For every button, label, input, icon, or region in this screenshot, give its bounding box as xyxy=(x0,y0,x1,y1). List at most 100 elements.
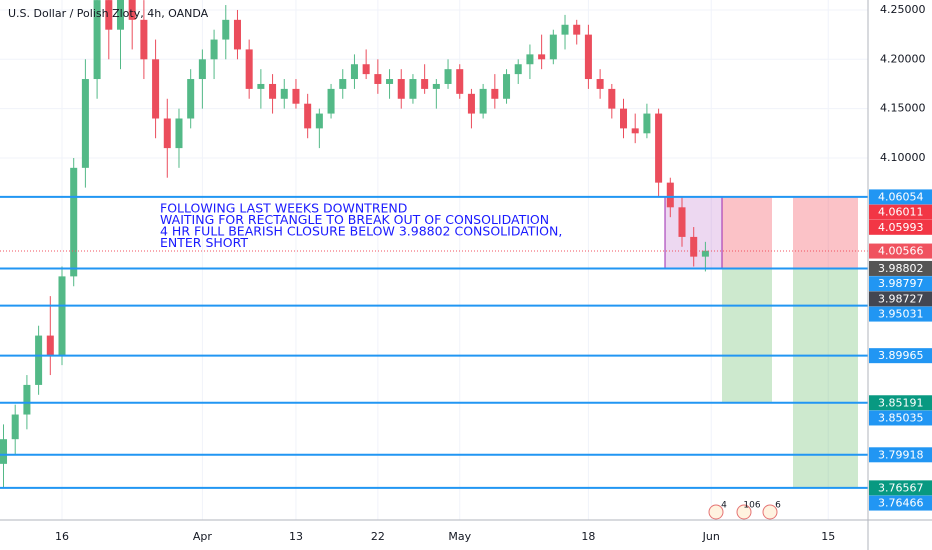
price-label-bg xyxy=(869,276,932,292)
axis: 4.25000 4.20000 4.15000 4.10000 16 Apr 13 22 May… xyxy=(55,3,932,543)
candle-body xyxy=(152,59,160,119)
candle-body xyxy=(409,79,417,99)
candle-body xyxy=(538,54,546,60)
candle-body xyxy=(70,167,78,277)
candle-body xyxy=(233,19,241,50)
candle-body xyxy=(655,113,663,183)
candle-body xyxy=(467,93,475,114)
x-tick-label: Apr xyxy=(193,530,213,543)
y-tick-label: 4.15000 xyxy=(880,102,926,115)
price-label: 3.89965 xyxy=(878,349,924,362)
candle-body xyxy=(456,69,464,94)
annotation-line: WAITING FOR RECTANGLE TO BREAK OUT OF CO… xyxy=(160,212,549,227)
candle-body xyxy=(187,79,195,119)
price-label: 3.76466 xyxy=(878,497,924,510)
x-tick-label: 18 xyxy=(581,530,595,543)
candle-body xyxy=(701,250,709,257)
candle-body xyxy=(269,83,277,99)
candle-body xyxy=(210,39,218,60)
event-badge xyxy=(762,504,778,520)
candle-body xyxy=(526,54,534,65)
annotation-line: 4 HR FULL BEARISH CLOSURE BELOW 3.98802 … xyxy=(160,224,562,239)
price-label-bg xyxy=(869,260,932,276)
candle-body xyxy=(315,113,323,129)
price-label: 3.98797 xyxy=(878,277,924,290)
candle-body xyxy=(163,118,171,149)
candle-body xyxy=(222,19,230,40)
candle-body xyxy=(386,79,394,84)
event-badge xyxy=(708,504,724,520)
candle-body xyxy=(46,335,54,356)
candle-body xyxy=(245,49,253,89)
candle-body xyxy=(128,0,136,20)
candle-body xyxy=(81,79,89,168)
candle-body xyxy=(643,113,651,134)
candle-body xyxy=(444,69,452,84)
candle-body xyxy=(116,0,125,30)
price-label-bg xyxy=(869,204,932,220)
y-tick-label: 4.10000 xyxy=(880,151,926,164)
candle-body xyxy=(619,108,628,129)
x-tick-label: 15 xyxy=(821,530,835,543)
price-label: 4.05993 xyxy=(878,221,924,234)
price-label: 4.06054 xyxy=(878,190,924,203)
candle-body xyxy=(514,64,522,75)
candle-body xyxy=(11,414,19,440)
event-badge-count: 106 xyxy=(743,501,760,511)
y-tick-label: 4.25000 xyxy=(880,3,926,16)
candle-body xyxy=(257,83,265,89)
candle-body xyxy=(608,88,616,109)
candle-body xyxy=(362,64,370,75)
candle-body xyxy=(105,0,113,30)
price-label: 3.79918 xyxy=(878,448,924,461)
candle-body xyxy=(573,24,581,35)
price-label: 4.06011 xyxy=(878,206,924,219)
candle-body xyxy=(491,88,499,99)
price-label-bg xyxy=(869,348,932,364)
price-label: 3.98727 xyxy=(878,292,924,305)
price-label-bg xyxy=(869,306,932,322)
candle-body xyxy=(561,24,569,35)
candle-body xyxy=(479,88,487,114)
price-label: 3.85191 xyxy=(878,396,924,409)
annotation-line: FOLLOWING LAST WEEKS DOWNTREND xyxy=(160,201,407,216)
candle-body xyxy=(350,64,358,80)
candle-body xyxy=(432,83,440,89)
price-label: 3.95031 xyxy=(878,308,924,321)
target-zone xyxy=(722,268,772,403)
candle-body xyxy=(140,19,148,60)
price-label-bg xyxy=(869,410,932,426)
candle-body xyxy=(339,79,347,89)
candle-body xyxy=(93,0,101,80)
chart-title: U.S. Dollar / Polish Zloty, 4h, OANDA xyxy=(8,7,209,20)
plot-area xyxy=(0,0,868,489)
candle-body xyxy=(198,59,206,80)
candle-body xyxy=(584,34,592,80)
y-tick-label: 4.20000 xyxy=(880,52,926,65)
candle-body xyxy=(280,88,288,99)
price-label-bg xyxy=(869,243,932,259)
x-tick-label: May xyxy=(448,530,471,543)
candle-body xyxy=(304,103,312,129)
candle-body xyxy=(631,128,639,134)
price-label: 3.76567 xyxy=(878,481,924,494)
x-tick-label: Jun xyxy=(702,530,720,543)
price-label-bg xyxy=(869,395,932,411)
price-label-bg xyxy=(869,189,932,205)
candle-body xyxy=(421,79,429,89)
stop-zone xyxy=(793,196,858,269)
price-label-bg xyxy=(869,495,932,511)
candle-body xyxy=(397,79,405,99)
candle-body xyxy=(58,276,66,356)
stop-zone xyxy=(722,196,772,269)
price-label-bg xyxy=(869,219,932,235)
candle-body xyxy=(0,439,8,464)
candle-body xyxy=(327,88,335,114)
candle-body xyxy=(690,236,698,257)
price-label-bg xyxy=(869,447,932,463)
annotation-line: ENTER SHORT xyxy=(160,235,248,250)
candle-body xyxy=(549,34,557,60)
event-badge-count: 4 xyxy=(721,501,727,511)
